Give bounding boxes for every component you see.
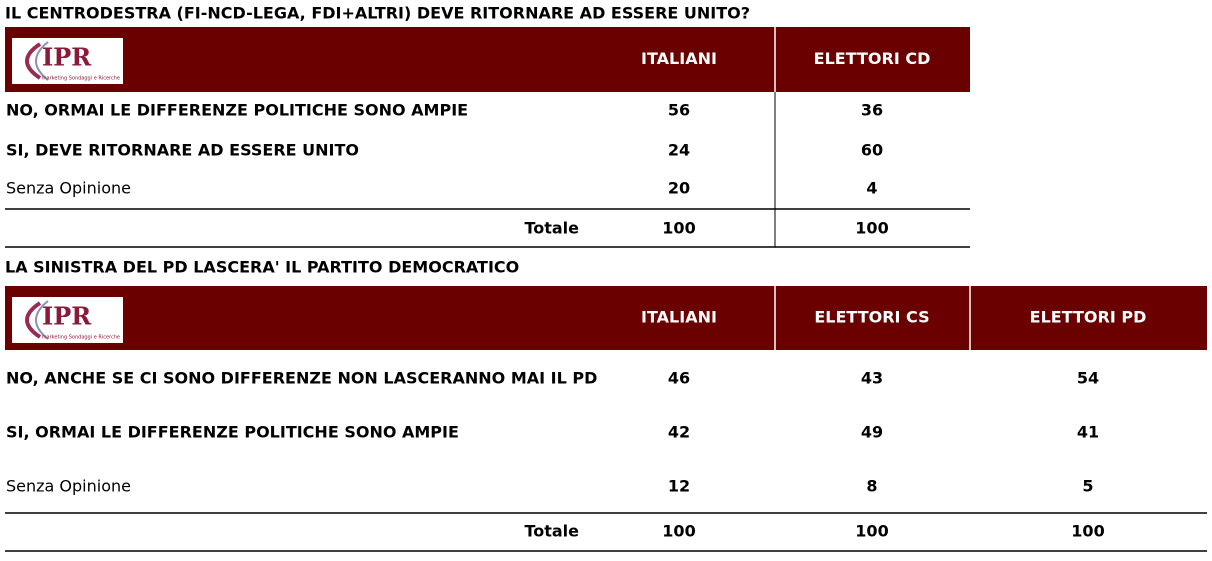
total-value: 100: [662, 522, 695, 541]
cell-value: 46: [668, 369, 690, 388]
logo-arc: [35, 41, 49, 81]
cell-value: 49: [861, 423, 883, 442]
cell-value: 4: [866, 179, 877, 198]
cell-value: 36: [861, 101, 883, 120]
logo-box: [12, 297, 123, 343]
column-header: ITALIANI: [641, 308, 717, 327]
cell-value: 12: [668, 477, 690, 496]
logo-arc: [35, 300, 49, 340]
total-value: 100: [662, 219, 695, 238]
row-label: Senza Opinione: [6, 477, 131, 496]
column-header: ITALIANI: [641, 49, 717, 68]
total-value: 100: [855, 219, 888, 238]
row-label: NO, ANCHE SE CI SONO DIFFERENZE NON LASC…: [6, 369, 597, 388]
logo-tagline: marketing Sondaggi e Ricerche: [42, 335, 120, 341]
total-value: 100: [855, 522, 888, 541]
cell-value: 24: [668, 141, 690, 160]
logo-text: IPR: [42, 43, 92, 72]
row-label: SI, ORMAI LE DIFFERENZE POLITICHE SONO A…: [6, 423, 459, 442]
header-bar: [5, 27, 970, 92]
cell-value: 43: [861, 369, 883, 388]
column-header: ELETTORI CS: [814, 308, 929, 327]
cell-value: 5: [1082, 477, 1093, 496]
logo-arc: [25, 42, 42, 80]
column-header: ELETTORI CD: [814, 49, 931, 68]
row-label: NO, ORMAI LE DIFFERENZE POLITICHE SONO A…: [6, 101, 468, 120]
cell-value: 42: [668, 423, 690, 442]
cell-value: 54: [1077, 369, 1099, 388]
cell-value: 41: [1077, 423, 1099, 442]
total-label: Totale: [524, 219, 579, 238]
column-header: ELETTORI PD: [1030, 308, 1147, 327]
logo-arc: [25, 301, 42, 339]
cell-value: 56: [668, 101, 690, 120]
total-value: 100: [1071, 522, 1104, 541]
table-title: LA SINISTRA DEL PD LASCERA' IL PARTITO D…: [5, 258, 519, 277]
row-label: Senza Opinione: [6, 179, 131, 198]
cell-value: 8: [866, 477, 877, 496]
logo-box: [12, 38, 123, 84]
logo-text: IPR: [42, 302, 92, 331]
cell-value: 60: [861, 141, 883, 160]
header-bar: [5, 286, 1207, 350]
logo-tagline: marketing Sondaggi e Ricerche: [42, 76, 120, 82]
row-label: SI, DEVE RITORNARE AD ESSERE UNITO: [6, 141, 359, 160]
cell-value: 20: [668, 179, 690, 198]
total-label: Totale: [524, 522, 579, 541]
table-title: IL CENTRODESTRA (FI-NCD-LEGA, FDI+ALTRI)…: [5, 4, 750, 23]
